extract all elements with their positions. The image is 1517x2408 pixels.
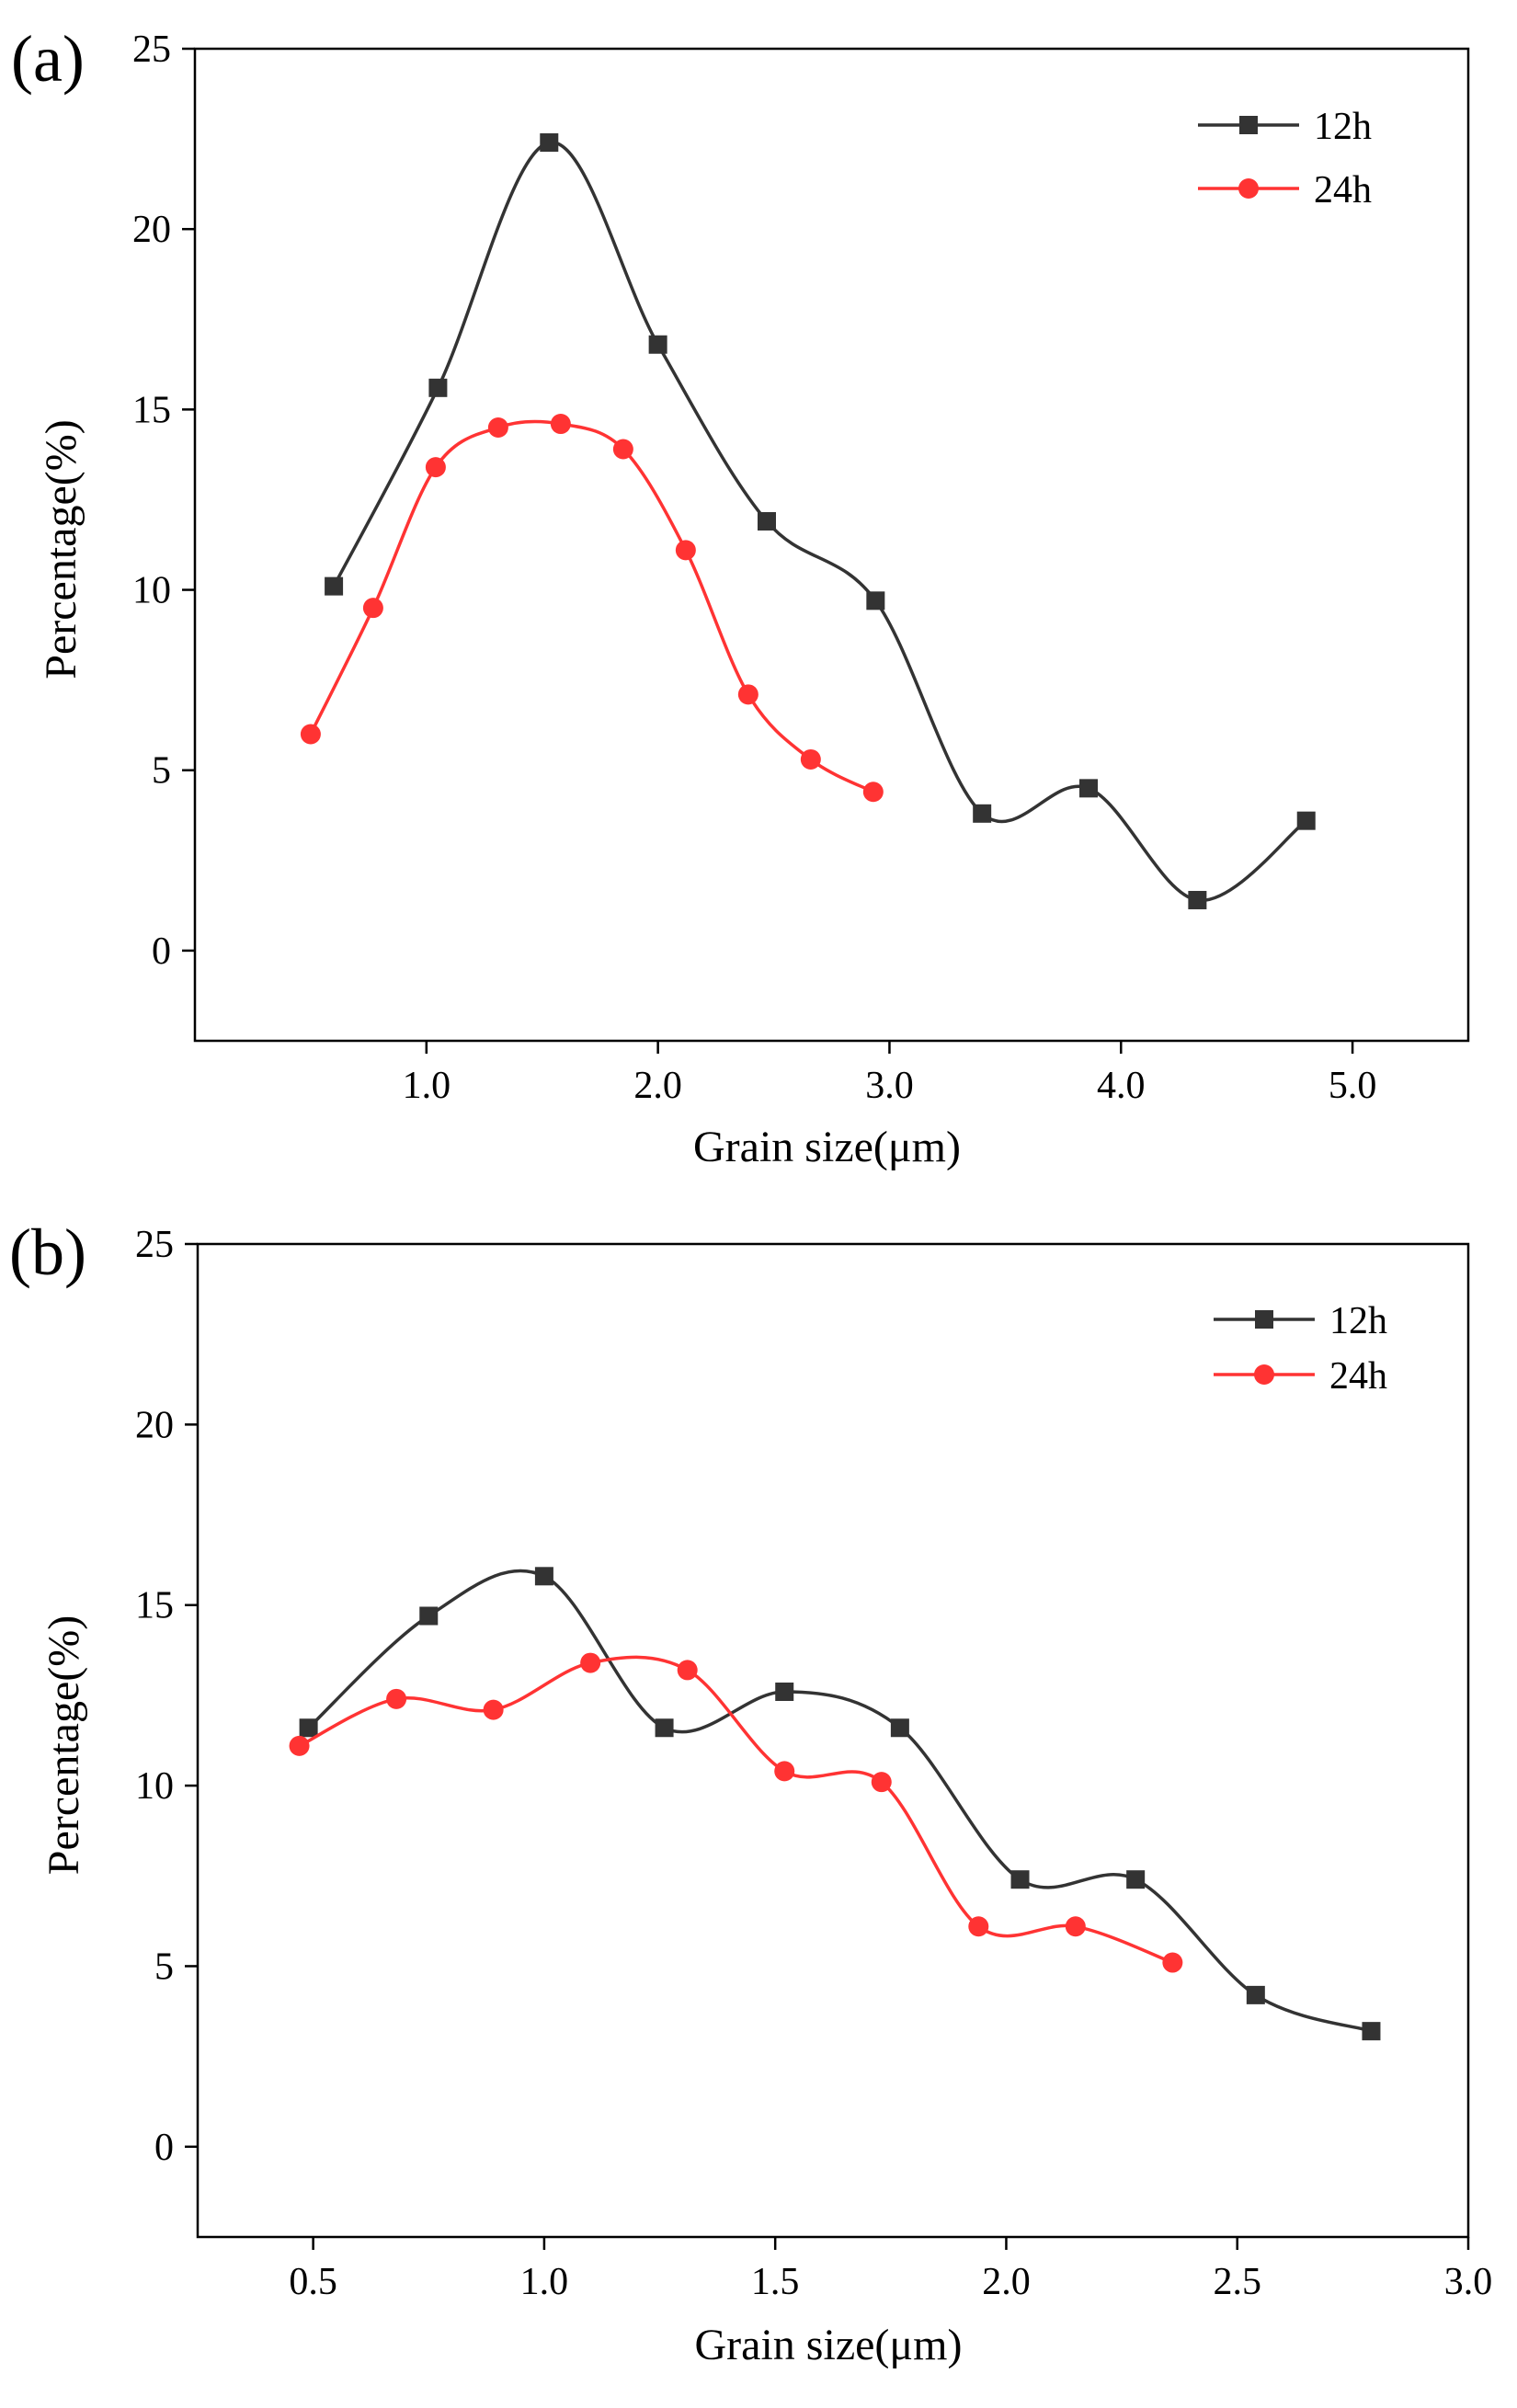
y-tick-label: 10 <box>132 570 171 612</box>
data-point-24h <box>800 748 821 770</box>
data-point-24h <box>550 414 571 435</box>
data-point-12h <box>866 591 885 611</box>
series-line-12h <box>307 1569 1373 2033</box>
data-point-12h <box>299 1718 318 1738</box>
series-line-24h <box>298 1655 1174 1965</box>
data-point-12h <box>325 576 344 596</box>
x-tick-label: 3.0 <box>1444 2261 1493 2303</box>
data-point-12h <box>1296 811 1316 830</box>
legend-label: 24h <box>1314 169 1372 211</box>
legend-entry-12h: 12h <box>1214 1300 1387 1342</box>
data-point-12h <box>655 1718 674 1738</box>
plot-frame <box>193 47 1470 1043</box>
legend-label: 12h <box>1314 106 1372 148</box>
legend-label: 12h <box>1329 1300 1387 1342</box>
x-tick-label: 2.5 <box>1213 2261 1261 2303</box>
data-point-12h <box>775 1682 794 1701</box>
y-tick-label: 20 <box>135 1404 174 1446</box>
legend-entry-24h: 24h <box>1198 169 1372 211</box>
x-axis-title: Grain size(μm) <box>693 1123 961 1171</box>
data-point-24h <box>1065 1916 1086 1937</box>
legend-entry-12h: 12h <box>1198 106 1372 148</box>
data-point-24h <box>862 782 884 803</box>
y-axis-title: Percentage(%) <box>37 419 86 679</box>
y-tick-label: 10 <box>135 1765 174 1808</box>
data-point-24h <box>675 540 696 561</box>
data-point-24h <box>487 417 508 438</box>
x-tick-label: 1.0 <box>403 1065 451 1107</box>
plot-frame <box>196 1242 1470 2239</box>
legend-marker <box>1238 178 1259 199</box>
y-tick-label: 25 <box>135 1224 174 1266</box>
data-point-12h <box>1010 1870 1030 1889</box>
data-point-24h <box>289 1735 310 1756</box>
data-point-24h <box>300 724 321 745</box>
data-point-12h <box>973 804 992 823</box>
x-tick-label: 5.0 <box>1329 1065 1377 1107</box>
data-point-12h <box>1079 779 1099 798</box>
data-point-12h <box>757 511 776 531</box>
x-tick-label: 0.5 <box>289 2261 337 2303</box>
y-tick-label: 20 <box>132 209 171 251</box>
data-point-24h <box>612 439 633 460</box>
panel-a: 1.0 2.0 3.0 4.0 5.0 0 5 10 15 20 25 Grain size(μm) P… <box>11 22 1470 1171</box>
series-24h <box>289 1652 1183 1973</box>
y-tick-label: 5 <box>154 1946 174 1988</box>
legend-marker <box>1254 1364 1274 1385</box>
legend-marker <box>1255 1310 1273 1329</box>
panel-label: (a) <box>11 22 85 96</box>
data-point-12h <box>419 1606 439 1626</box>
x-tick-label: 3.0 <box>865 1065 914 1107</box>
data-point-24h <box>871 1772 892 1793</box>
panel-label: (b) <box>9 1215 86 1289</box>
x-tick-label: 1.5 <box>751 2261 800 2303</box>
data-point-24h <box>968 1916 989 1937</box>
series-line-24h <box>309 419 874 793</box>
data-point-12h <box>540 133 559 153</box>
data-point-12h <box>890 1718 909 1738</box>
y-tick-label: 15 <box>135 1585 174 1627</box>
y-tick-label: 0 <box>154 2127 174 2169</box>
y-tick-label: 0 <box>152 930 171 973</box>
panel-b: 0.5 1.0 1.5 2.0 2.5 3.0 0 5 10 15 20 25 Grain size(μ… <box>9 1215 1492 2369</box>
x-tick-label: 2.0 <box>633 1065 682 1107</box>
y-tick-label: 15 <box>132 389 171 431</box>
data-point-24h <box>677 1660 698 1681</box>
data-point-24h <box>386 1688 407 1709</box>
x-tick-label: 2.0 <box>982 2261 1031 2303</box>
data-point-24h <box>483 1699 504 1720</box>
y-tick-label: 25 <box>132 29 171 71</box>
data-point-24h <box>362 598 383 619</box>
y-axis-title: Percentage(%) <box>40 1615 88 1876</box>
y-tick-label: 5 <box>152 750 171 793</box>
data-point-12h <box>1188 890 1207 909</box>
data-point-24h <box>1162 1952 1183 1973</box>
data-point-12h <box>534 1567 553 1586</box>
x-tick-label: 1.0 <box>520 2261 569 2303</box>
x-axis-title: Grain size(μm) <box>695 2321 963 2369</box>
data-point-24h <box>580 1652 601 1673</box>
data-point-12h <box>1362 2022 1381 2041</box>
series-12h <box>299 1567 1381 2041</box>
data-point-12h <box>428 378 448 397</box>
data-point-24h <box>774 1761 795 1782</box>
series-24h <box>300 414 884 803</box>
series-12h <box>325 133 1316 909</box>
legend-marker <box>1239 116 1258 134</box>
x-tick-label: 4.0 <box>1097 1065 1146 1107</box>
data-point-24h <box>425 457 446 478</box>
data-point-12h <box>1126 1870 1146 1889</box>
series-line-12h <box>332 141 1307 902</box>
legend-entry-24h: 24h <box>1214 1355 1387 1398</box>
data-point-24h <box>737 684 758 705</box>
data-point-12h <box>648 335 667 354</box>
legend-label: 24h <box>1329 1355 1387 1398</box>
data-point-12h <box>1246 1985 1265 2004</box>
